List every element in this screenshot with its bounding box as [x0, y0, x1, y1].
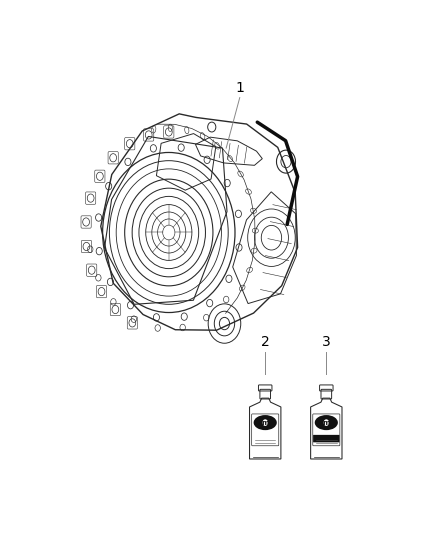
Ellipse shape — [254, 415, 277, 430]
Ellipse shape — [315, 415, 338, 430]
Circle shape — [324, 419, 329, 426]
Text: 3: 3 — [322, 335, 331, 349]
FancyBboxPatch shape — [313, 414, 340, 446]
Text: m: m — [261, 419, 269, 426]
Text: 1: 1 — [235, 80, 244, 95]
Circle shape — [262, 419, 268, 426]
Text: m: m — [323, 419, 330, 426]
FancyBboxPatch shape — [252, 414, 279, 446]
FancyBboxPatch shape — [313, 435, 339, 442]
Text: 2: 2 — [261, 335, 269, 349]
